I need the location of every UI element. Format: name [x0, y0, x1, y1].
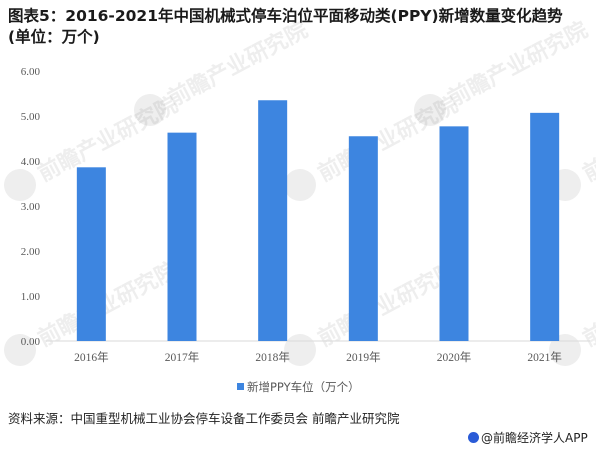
- watermark-logo-icon: [3, 169, 36, 201]
- x-tick-label: 2019年: [346, 350, 381, 364]
- bar: [258, 100, 288, 341]
- qianzhan-logo-icon: [468, 432, 479, 443]
- watermark-logo-icon: [284, 334, 316, 366]
- y-tick-label: 6.00: [21, 66, 41, 78]
- x-tick-label: 2017年: [165, 350, 200, 364]
- bar: [530, 112, 560, 341]
- title-line-1: 图表5：2016-2021年中国机械式停车泊位平面移动类(PPY)新增数量变化趋…: [8, 7, 563, 25]
- chart-title: 图表5：2016-2021年中国机械式停车泊位平面移动类(PPY)新增数量变化趋…: [8, 6, 588, 48]
- title-line-2: (单位：万个): [8, 28, 100, 46]
- bar: [76, 167, 106, 341]
- y-tick-label: 4.00: [21, 156, 41, 168]
- legend-label: 新增PPY车位（万个）: [247, 380, 360, 394]
- watermark: 前瞻产业研究院: [414, 17, 592, 126]
- y-tick-label: 5.00: [21, 111, 41, 123]
- watermark-logo-icon: [134, 94, 166, 126]
- bar-series: [76, 100, 560, 341]
- bar: [167, 132, 197, 341]
- x-tick-label: 2016年: [74, 350, 109, 364]
- credit: @前瞻经济学人APP: [468, 429, 588, 446]
- y-tick-label: 0.00: [21, 336, 41, 348]
- watermark-text: 前瞻产业研究院: [579, 257, 596, 352]
- legend-swatch: [237, 383, 244, 390]
- x-tick-label: 2021年: [527, 350, 562, 364]
- x-tick-label: 2018年: [255, 350, 290, 364]
- x-axis: 2016年 2017年 2018年 2019年 2020年 2021年: [74, 350, 562, 364]
- bar: [439, 126, 469, 341]
- watermark-text: 前瞻产业研究院: [164, 17, 312, 112]
- x-tick-label: 2020年: [437, 350, 472, 364]
- watermark-logo-icon: [414, 94, 446, 126]
- watermark-logo-icon: [549, 334, 581, 366]
- watermark-text: 前瞻产业研究院: [34, 257, 182, 352]
- bar: [348, 136, 378, 341]
- watermark-text: 前瞻产业研究院: [444, 17, 592, 112]
- credit-text: @前瞻经济学人APP: [481, 431, 588, 445]
- y-tick-label: 1.00: [21, 291, 41, 303]
- source-note: 资料来源：中国重型机械工业协会停车设备工作委员会 前瞻产业研究院: [8, 411, 400, 426]
- y-tick-label: 3.00: [21, 201, 41, 213]
- watermark-logo-icon: [284, 169, 316, 201]
- watermark-logo-icon: [3, 334, 36, 366]
- y-axis: 0.00 1.00 2.00 3.00 4.00 5.00 6.00: [21, 66, 41, 348]
- watermark-text: 前瞻产业研究院: [579, 92, 596, 187]
- legend: 新增PPY车位（万个）: [237, 380, 360, 394]
- y-tick-label: 2.00: [21, 246, 41, 258]
